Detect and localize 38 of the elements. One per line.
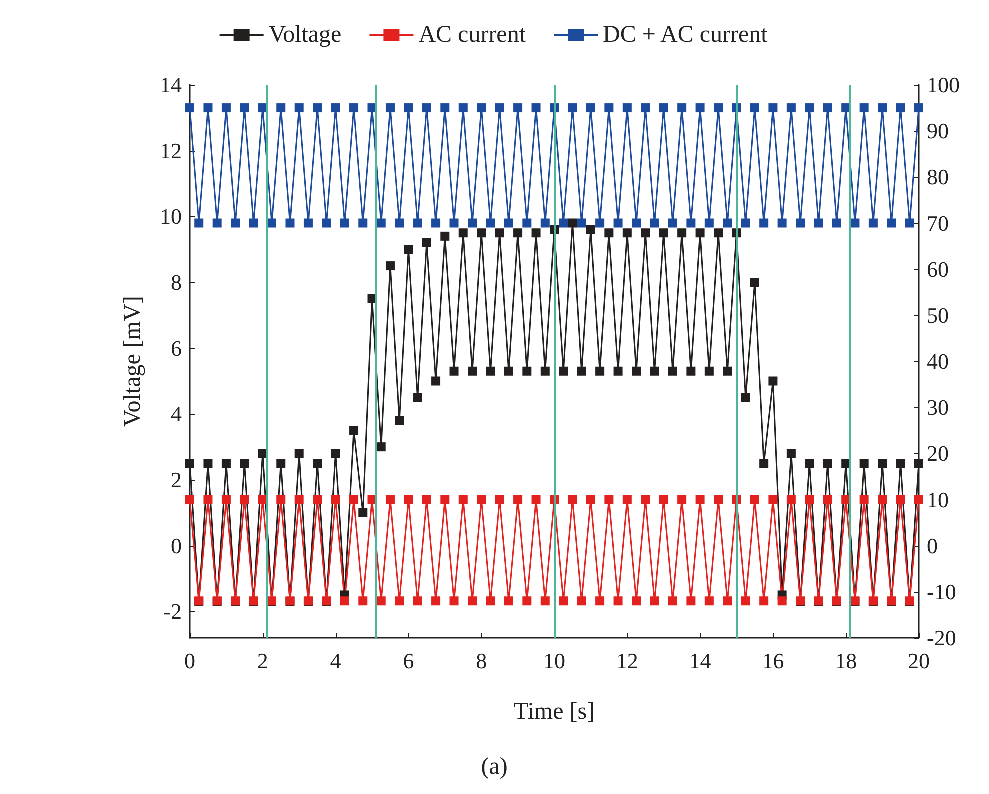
y-tick-label: 14 — [160, 72, 182, 98]
x-tick-label: 18 — [835, 648, 858, 674]
x-tick-label: 20 — [908, 648, 930, 674]
y-tick-label: 2 — [171, 468, 182, 492]
y-tick-label: 8 — [171, 270, 182, 295]
y-tick-label: 4 — [171, 402, 182, 427]
x-tick-label: 16 — [762, 648, 784, 674]
y2-tick-label: 20 — [927, 441, 949, 466]
y2-tick-label: 80 — [927, 164, 949, 190]
y2-tick-label: 50 — [927, 302, 949, 328]
y2-tick-label: 90 — [927, 118, 949, 144]
text: (a) — [481, 754, 508, 780]
y2-tick-label: 70 — [927, 210, 949, 236]
y-tick-label: -2 — [164, 599, 182, 624]
x-tick-label: 12 — [616, 648, 638, 674]
x-tick-label: 6 — [403, 648, 414, 674]
y-tick-label: 12 — [160, 138, 182, 164]
x-tick-label: 8 — [476, 648, 488, 674]
y2-tick-label: 100 — [927, 72, 960, 98]
y-tick-label: 0 — [171, 533, 182, 558]
y2-tick-label: 10 — [927, 487, 949, 512]
x-tick-label: 14 — [689, 648, 712, 674]
legend-label: Voltage — [268, 22, 342, 48]
y2-tick-label: 60 — [927, 256, 949, 282]
x-tick-label: 10 — [544, 648, 566, 674]
x-axis-title: Time [s] — [514, 699, 596, 725]
legend-label: DC + AC current — [603, 22, 768, 48]
y2-tick-label: 0 — [927, 533, 938, 558]
y2-tick-label: 40 — [927, 349, 949, 374]
x-tick-label: 2 — [257, 648, 268, 674]
y-axis-title: Voltage [mV] — [120, 296, 146, 427]
y-tick-label: 6 — [171, 336, 182, 361]
y2-tick-label: -10 — [927, 579, 956, 604]
y2-tick-label: 30 — [927, 395, 949, 420]
x-tick-label: 4 — [330, 648, 342, 674]
y2-tick-label: -20 — [927, 626, 956, 650]
y-tick-label: 10 — [160, 204, 182, 230]
legend-label: AC current — [418, 22, 526, 48]
